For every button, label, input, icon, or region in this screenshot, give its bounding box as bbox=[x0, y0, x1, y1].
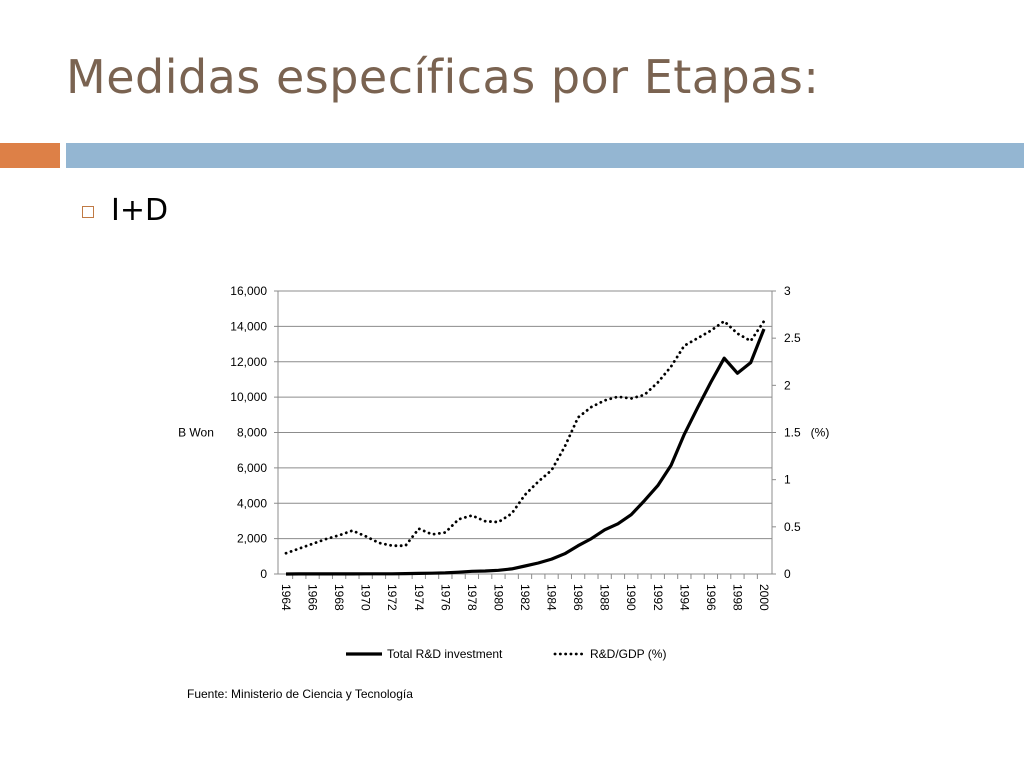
y-tick-label: 4,000 bbox=[237, 496, 267, 510]
x-tick-label: 1968 bbox=[332, 584, 346, 611]
x-tick-label: 1982 bbox=[518, 584, 532, 611]
chart-legend: Total R&D investment R&D/GDP (%) bbox=[346, 647, 666, 661]
y2-tick-label: 2.5 bbox=[784, 331, 801, 345]
y-tick-label: 2,000 bbox=[237, 532, 267, 546]
y-tick-label: 16,000 bbox=[230, 284, 267, 298]
x-tick-label: 1976 bbox=[438, 584, 452, 611]
bullet-text: I+D bbox=[111, 193, 169, 228]
x-tick-label: 1988 bbox=[598, 584, 612, 611]
rd-gdp-line bbox=[284, 319, 766, 555]
y-axis-title: B Won bbox=[178, 426, 214, 440]
total-rd-line bbox=[285, 328, 766, 576]
y2-tick-label: 1 bbox=[784, 473, 791, 487]
x-tick-label: 1986 bbox=[571, 584, 585, 611]
chart-series bbox=[284, 319, 766, 576]
x-tick-label: 1974 bbox=[412, 584, 426, 611]
bullet-item: I+D bbox=[82, 193, 168, 228]
x-tick-label: 1992 bbox=[651, 584, 665, 611]
x-tick-label: 1970 bbox=[359, 584, 373, 611]
x-tick-label: 1972 bbox=[385, 584, 399, 611]
x-tick-label: 1964 bbox=[279, 584, 293, 611]
source-note: Fuente: Ministerio de Ciencia y Tecnolog… bbox=[187, 687, 413, 701]
x-tick-label: 1996 bbox=[704, 584, 718, 611]
y2-tick-label: 2 bbox=[784, 378, 791, 392]
x-tick-label: 1980 bbox=[491, 584, 505, 611]
y-tick-label: 12,000 bbox=[230, 355, 267, 369]
y2-tick-label: 3 bbox=[784, 284, 791, 298]
y2-tick-label: 0 bbox=[784, 567, 791, 581]
legend-label: R&D/GDP (%) bbox=[590, 647, 666, 661]
y2-axis-title: (%) bbox=[811, 426, 830, 440]
y2-tick-label: 0.5 bbox=[784, 520, 801, 534]
y-tick-label: 0 bbox=[260, 567, 267, 581]
legend-label: Total R&D investment bbox=[387, 647, 503, 661]
x-tick-label: 2000 bbox=[757, 584, 771, 611]
accent-bar-orange bbox=[0, 143, 60, 168]
square-bullet-icon bbox=[82, 205, 94, 218]
slide-title: Medidas específicas por Etapas: bbox=[66, 50, 820, 104]
chart-gridlines bbox=[278, 290, 772, 540]
x-tick-label: 1994 bbox=[677, 584, 691, 611]
y-tick-label: 6,000 bbox=[237, 461, 267, 475]
x-tick-label: 1998 bbox=[730, 584, 744, 611]
accent-bar-blue bbox=[66, 143, 1024, 168]
y2-tick-label: 1.5 bbox=[784, 426, 801, 440]
x-tick-label: 1984 bbox=[545, 584, 559, 611]
y-tick-label: 10,000 bbox=[230, 390, 267, 404]
x-tick-label: 1990 bbox=[624, 584, 638, 611]
x-tick-label: 1966 bbox=[306, 584, 320, 611]
y-tick-label: 8,000 bbox=[237, 426, 267, 440]
chart-axes bbox=[274, 290, 776, 579]
y-tick-label: 14,000 bbox=[230, 319, 267, 333]
x-tick-label: 1978 bbox=[465, 584, 479, 611]
chart-labels: 0 2,000 4,000 6,000 8,000 10,000 12,000 14,000 1… bbox=[178, 284, 829, 611]
